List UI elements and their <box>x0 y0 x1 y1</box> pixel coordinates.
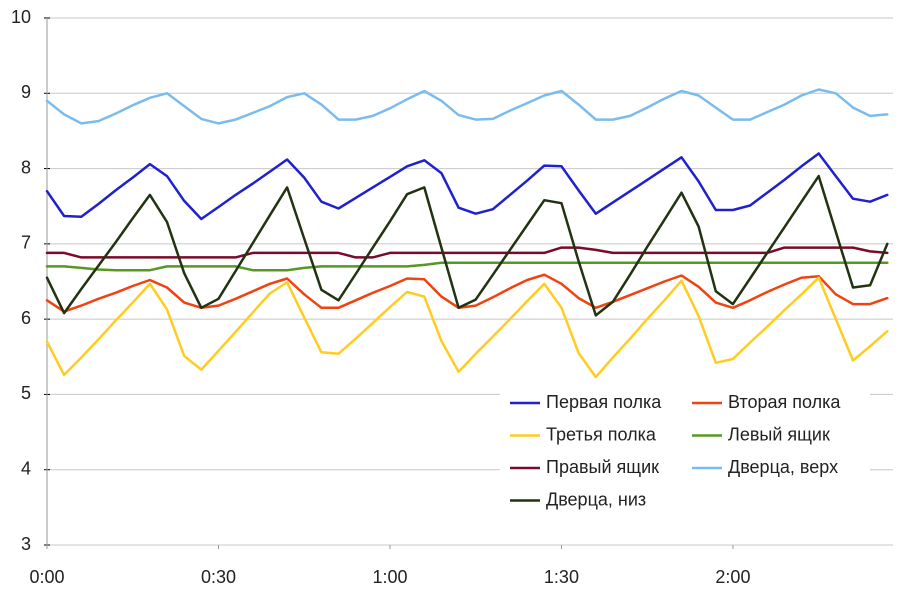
y-tick-label: 4 <box>21 458 31 478</box>
y-tick-label: 7 <box>21 233 31 253</box>
y-tick-label: 10 <box>11 7 31 27</box>
legend-label: Первая полка <box>546 392 662 412</box>
x-tick-label: 1:00 <box>372 567 407 587</box>
legend-label: Левый ящик <box>728 424 830 444</box>
series-line <box>45 273 889 313</box>
series-line <box>45 174 889 317</box>
legend-label: Дверца, низ <box>546 489 646 509</box>
x-tick-label: 1:30 <box>544 567 579 587</box>
series-line <box>45 276 889 379</box>
y-tick-label: 3 <box>21 534 31 554</box>
series-line <box>45 261 889 272</box>
legend-label: Вторая полка <box>728 392 841 412</box>
legend-label: Третья полка <box>546 424 657 444</box>
y-tick-label: 6 <box>21 308 31 328</box>
series-line <box>45 88 889 125</box>
legend-label: Правый ящик <box>546 457 659 477</box>
y-tick-label: 9 <box>21 82 31 102</box>
legend-box <box>500 384 870 520</box>
y-tick-label: 5 <box>21 383 31 403</box>
x-tick-label: 0:30 <box>201 567 236 587</box>
legend-label: Дверца, верх <box>728 457 838 477</box>
x-tick-label: 0:00 <box>29 567 64 587</box>
series-line <box>45 152 889 221</box>
y-tick-label: 8 <box>21 157 31 177</box>
x-tick-label: 2:00 <box>715 567 750 587</box>
series-line <box>45 246 889 259</box>
